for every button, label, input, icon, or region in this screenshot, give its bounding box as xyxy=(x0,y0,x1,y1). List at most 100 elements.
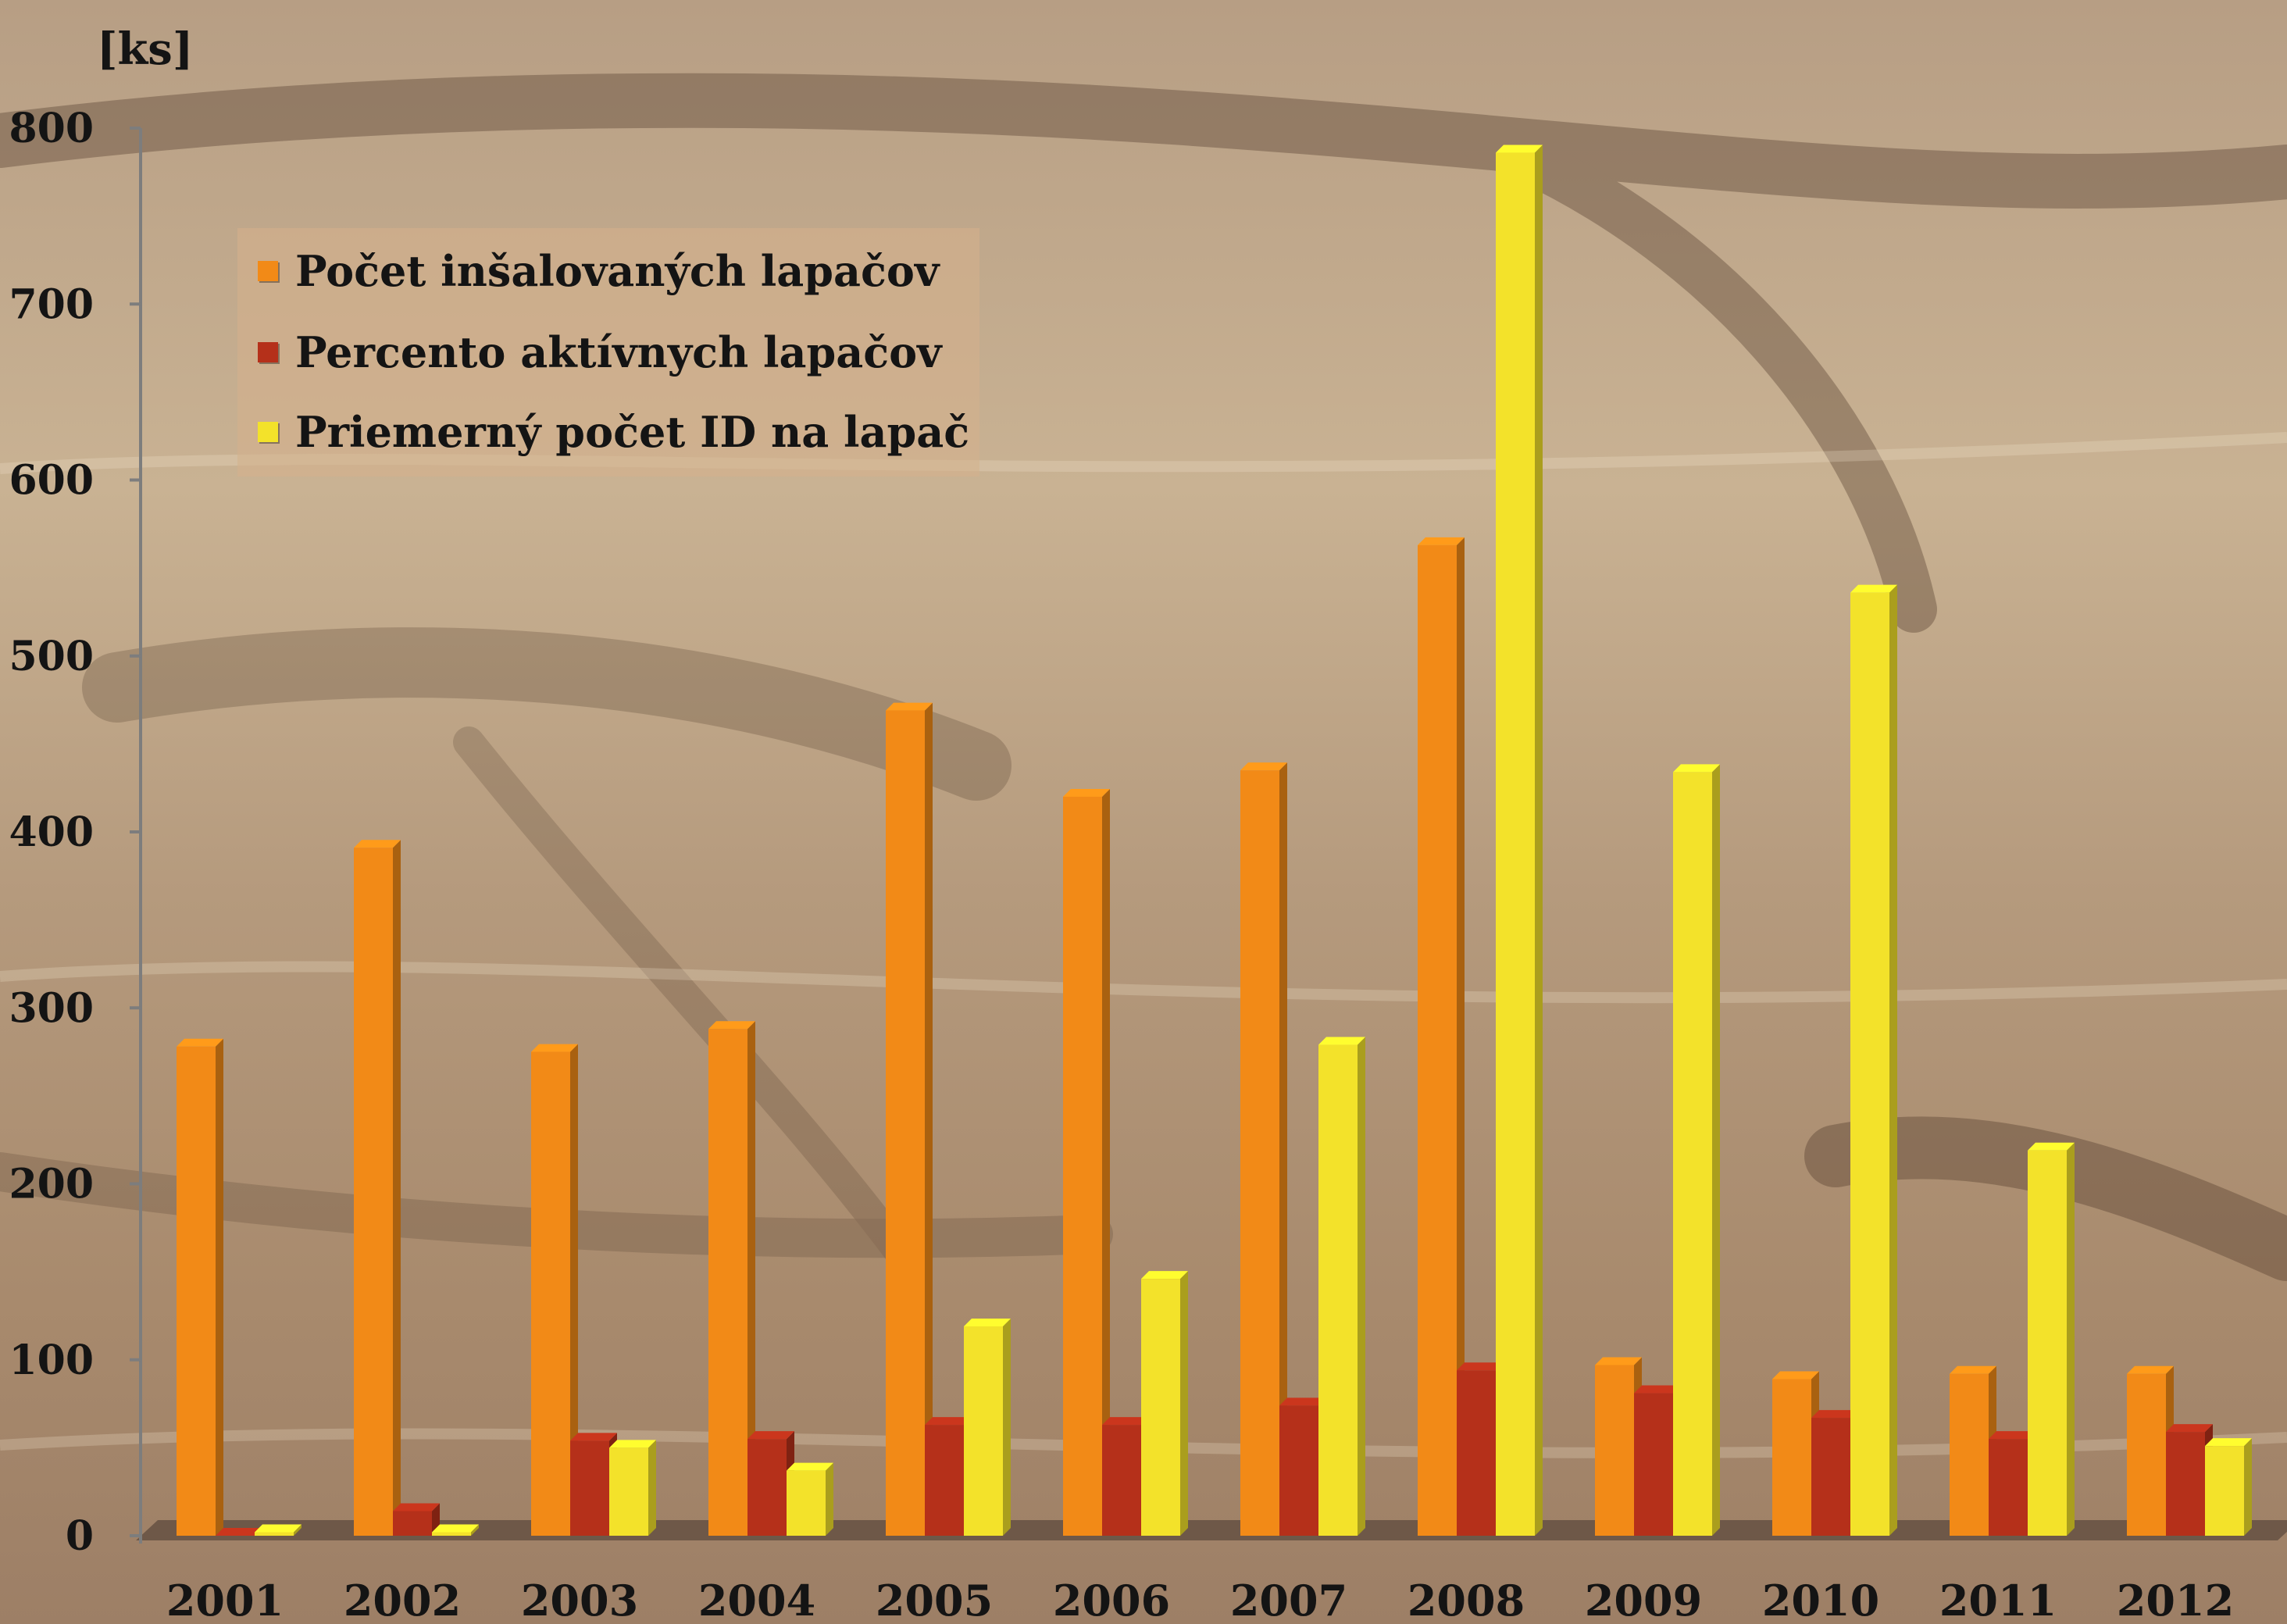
chart-floor xyxy=(136,1520,2287,1540)
bar-top xyxy=(964,1318,1011,1326)
bar-top xyxy=(432,1524,479,1533)
x-category-label: 2012 xyxy=(2117,1576,2234,1624)
x-category-label: 2009 xyxy=(1585,1576,1702,1624)
bar-top xyxy=(1457,1362,1504,1371)
x-category-label: 2001 xyxy=(166,1576,284,1624)
bar-top xyxy=(1811,1410,1858,1419)
y-tick-label: 300 xyxy=(9,984,94,1032)
x-category-label: 2002 xyxy=(344,1576,461,1624)
bar-top xyxy=(1318,1037,1365,1045)
bar-2001-3 xyxy=(255,1524,301,1536)
bar-2009-3 xyxy=(1673,764,1720,1536)
bar-side xyxy=(648,1440,656,1536)
bar-top xyxy=(531,1044,578,1052)
bar-2008-1 xyxy=(1418,537,1465,1536)
bar-front xyxy=(2127,1373,2166,1536)
bar-top xyxy=(609,1440,656,1448)
bar-2002-3 xyxy=(432,1524,479,1536)
bar-front xyxy=(1418,544,1457,1536)
bar-2002-1 xyxy=(354,840,401,1536)
x-category-label: 2010 xyxy=(1762,1576,1879,1624)
bar-2004-2 xyxy=(747,1431,794,1536)
bar-front xyxy=(177,1046,216,1536)
bar-side xyxy=(826,1462,833,1536)
bar-side xyxy=(393,840,401,1536)
bar-2007-3 xyxy=(1318,1037,1365,1536)
y-axis: 0 100 200 300 400 500 600 700 800 xyxy=(9,105,142,1560)
bar-top xyxy=(1673,764,1720,773)
legend-swatch-orange xyxy=(258,261,278,281)
bar-side xyxy=(1358,1037,1365,1536)
bar-side xyxy=(1457,537,1465,1536)
x-category-label: 2007 xyxy=(1230,1576,1347,1624)
y-tick-label: 400 xyxy=(9,808,94,856)
bar-front xyxy=(925,1425,964,1536)
bar-front xyxy=(255,1532,294,1536)
y-tick-label: 600 xyxy=(9,457,94,505)
bar-front xyxy=(1279,1405,1318,1536)
bar-top xyxy=(255,1524,301,1533)
bar-front xyxy=(1673,772,1712,1536)
bar-front xyxy=(1240,770,1279,1536)
bar-side xyxy=(1535,145,1543,1536)
legend-label: Percento aktívnych lapačov xyxy=(295,327,942,377)
bar-front xyxy=(1457,1370,1496,1536)
bar-top xyxy=(886,702,933,711)
bar-top xyxy=(177,1038,223,1047)
bar-top xyxy=(1950,1365,1996,1374)
legend: Počet inšalovaných lapačov Percento aktí… xyxy=(237,228,979,476)
legend-label: Priemerný počet ID na lapač xyxy=(295,407,970,457)
bar-front xyxy=(1595,1365,1634,1536)
bar-2005-3 xyxy=(964,1318,1011,1536)
y-tick-label: 800 xyxy=(9,105,94,152)
bar-side xyxy=(2244,1438,2252,1536)
y-tick-label: 200 xyxy=(9,1161,94,1208)
bar-front xyxy=(570,1440,609,1536)
bar-2006-3 xyxy=(1141,1271,1188,1536)
bar-2008-3 xyxy=(1496,145,1543,1536)
bar-top xyxy=(1634,1385,1681,1394)
bar-2004-1 xyxy=(708,1021,755,1536)
bar-side xyxy=(1279,762,1287,1536)
bar-front xyxy=(1772,1379,1811,1536)
bar-top xyxy=(1496,145,1543,153)
y-tick-label: 0 xyxy=(66,1512,94,1560)
bar-top xyxy=(1279,1397,1326,1406)
bar-2004-3 xyxy=(787,1462,833,1536)
bar-front xyxy=(1496,152,1535,1536)
bar-side xyxy=(1102,788,1110,1536)
bar-front xyxy=(2205,1446,2244,1536)
bar-2005-1 xyxy=(886,702,933,1536)
bar-2007-1 xyxy=(1240,762,1287,1536)
bar-front xyxy=(1318,1044,1358,1536)
bar-front xyxy=(2028,1150,2067,1536)
legend-swatch-red xyxy=(258,342,278,362)
bar-top xyxy=(216,1528,262,1536)
bar-top xyxy=(1595,1357,1642,1365)
bar-top xyxy=(1850,584,1897,593)
legend-item-installed-traps: Počet inšalovaných lapačov xyxy=(258,244,939,298)
bar-top xyxy=(2028,1142,2075,1151)
bar-front xyxy=(1950,1373,1989,1536)
bar-2002-2 xyxy=(393,1503,440,1536)
bar-top xyxy=(2127,1365,2174,1374)
bar-top xyxy=(1141,1271,1188,1280)
bar-top xyxy=(708,1021,755,1030)
chart-floor-plane xyxy=(136,1520,2287,1540)
y-axis-title: [ks] xyxy=(97,23,193,75)
bar-side xyxy=(1180,1271,1188,1536)
x-category-label: 2005 xyxy=(876,1576,993,1624)
bar-top xyxy=(1102,1417,1149,1426)
bar-side xyxy=(925,702,933,1536)
y-tick-label: 700 xyxy=(9,280,94,328)
x-category-label: 2003 xyxy=(521,1576,638,1624)
bar-side xyxy=(747,1021,755,1536)
bar-2001-1 xyxy=(177,1038,223,1536)
bar-side xyxy=(216,1038,223,1536)
bar-front xyxy=(531,1051,570,1536)
bar-2011-3 xyxy=(2028,1142,2075,1536)
x-category-label: 2006 xyxy=(1053,1576,1170,1624)
bar-2006-1 xyxy=(1063,788,1110,1536)
bar-side xyxy=(471,1524,479,1536)
